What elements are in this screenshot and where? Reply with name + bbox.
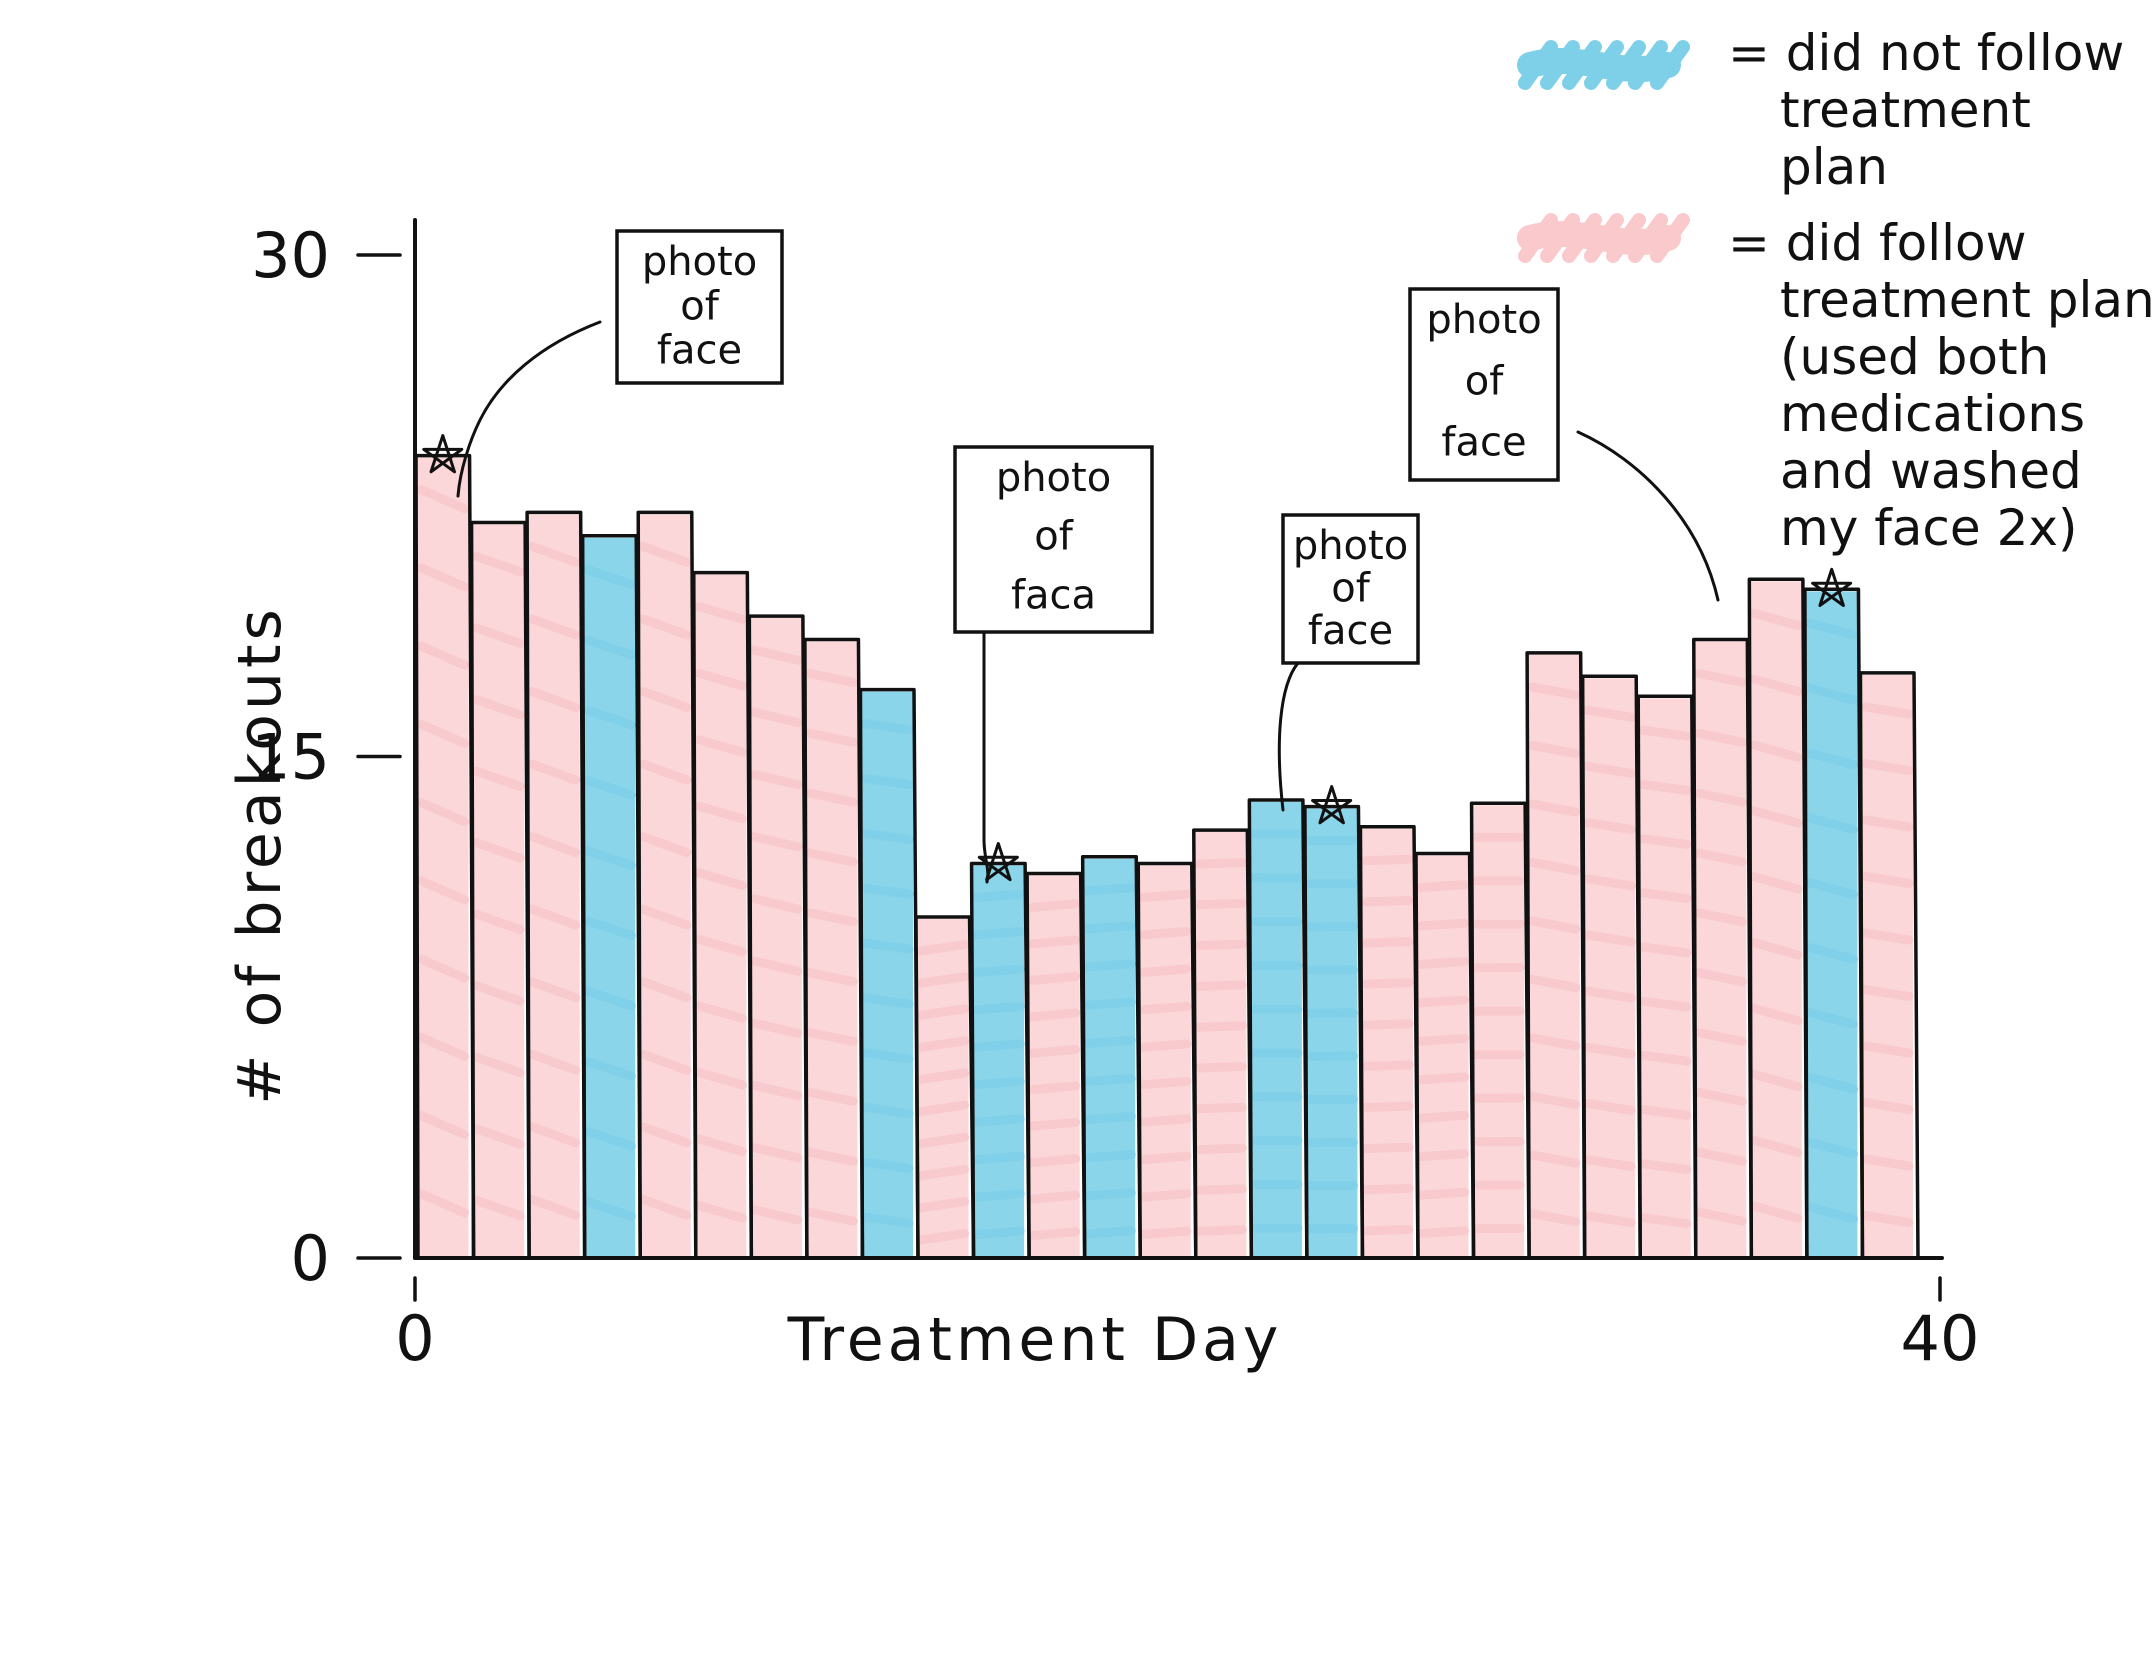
legend-label: plan — [1780, 138, 1888, 196]
legend-label: and washed — [1780, 442, 2082, 500]
callout-box — [1408, 287, 1560, 482]
bar-fill — [1305, 808, 1358, 1258]
bar-fill — [1472, 805, 1525, 1258]
axis-labels: Treatment Day # of breakouts — [225, 605, 1283, 1375]
callout-leader-line — [456, 320, 602, 498]
callout-label: of — [680, 283, 719, 329]
bar-scribble — [1583, 705, 1636, 1228]
bar-scribble — [1249, 829, 1303, 1233]
x-tick-label: 40 — [1901, 1302, 1980, 1375]
callout-label: photo — [642, 239, 757, 285]
photo-callout: photo of faca — [953, 445, 1154, 884]
legend-label: treatment plan — [1780, 271, 2154, 329]
bar-scribble — [638, 541, 692, 1220]
callout-label: face — [657, 328, 742, 374]
callout-label: faca — [1011, 572, 1096, 618]
callout-label: photo — [996, 455, 1111, 501]
callout-leader-line — [1277, 661, 1300, 812]
bar-scribble — [972, 889, 1025, 1239]
bar-scribble — [1194, 858, 1247, 1236]
legend-label: = did follow — [1728, 214, 2027, 272]
callout-label: photo — [1293, 523, 1408, 569]
bar-scribble — [1472, 832, 1525, 1233]
bar-scribble — [1805, 618, 1858, 1224]
bar-scribble — [694, 602, 747, 1223]
callout-box — [615, 229, 784, 385]
callout-leader-line — [982, 630, 990, 884]
bar-scribble — [805, 669, 858, 1226]
legend-label: my face 2x) — [1780, 499, 2078, 557]
bar-scribble — [472, 552, 525, 1221]
axes — [413, 218, 1944, 1260]
legend-label: (used both — [1780, 328, 2049, 386]
callout-label: photo — [1426, 297, 1541, 343]
bar-scribble — [916, 940, 970, 1245]
bar-scribble — [1638, 725, 1692, 1229]
bar-outline-layer — [414, 453, 1920, 1259]
star-marker-icon — [422, 434, 464, 474]
bar-scribble — [1360, 854, 1414, 1236]
legend-label: = did not follow — [1728, 24, 2124, 82]
bar-scribble — [527, 541, 581, 1220]
callout-box — [1281, 513, 1420, 665]
star-marker-icon — [1311, 785, 1353, 825]
photo-callout: photo of face — [1408, 287, 1853, 607]
bar-scribble — [583, 565, 636, 1221]
photo-annotations: photooffacephotooffacaphotooffacephotoof… — [422, 229, 1853, 884]
x-axis-label: Treatment Day — [787, 1305, 1283, 1375]
bar-scribble — [1527, 682, 1581, 1227]
legend-label: medications — [1780, 385, 2085, 443]
callout-label: face — [1308, 608, 1393, 654]
bar-scribble — [1416, 880, 1470, 1238]
callout-label: of — [1331, 566, 1370, 612]
callout-label: of — [1034, 514, 1073, 560]
tick-layer: 30 15 00 40 — [251, 219, 1979, 1375]
bar — [1858, 671, 1920, 1259]
x-tick-label: 0 — [395, 1302, 434, 1375]
y-tick-label: 30 — [251, 219, 330, 292]
star-marker-icon — [1811, 567, 1853, 607]
bar-scribble — [1083, 883, 1136, 1239]
bar-scribble — [1027, 899, 1081, 1241]
y-tick-label: 15 — [251, 721, 330, 794]
bar-scribble — [1694, 669, 1747, 1226]
callout-label: face — [1441, 420, 1526, 466]
bar-scribble — [1860, 702, 1914, 1228]
callout-label: of — [1465, 358, 1504, 404]
legend-swatch-stroke — [1517, 220, 1681, 256]
bar-scribble — [1749, 608, 1803, 1223]
bar-scribble — [416, 485, 470, 1218]
bar-scribble — [860, 719, 914, 1228]
callout-leader-line — [1576, 430, 1720, 602]
bar-scribble — [1138, 889, 1192, 1239]
bar-fill — [1250, 801, 1302, 1258]
y-tick-label: 0 — [291, 1222, 330, 1295]
bar-fill-layer — [416, 457, 1914, 1259]
y-axis-label: # of breakouts — [225, 605, 295, 1105]
legend-label: treatment — [1780, 81, 2031, 139]
legend-swatch-stroke — [1517, 47, 1681, 83]
bar-scribble — [1305, 835, 1358, 1234]
bar-scribble — [749, 645, 803, 1225]
callout-box — [953, 445, 1154, 634]
